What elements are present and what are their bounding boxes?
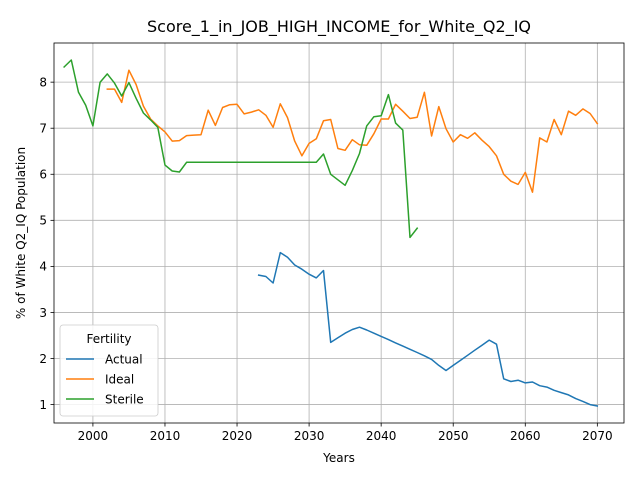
legend: Fertility Actual Ideal Sterile: [59, 324, 159, 417]
series-layer: [63, 59, 599, 407]
x-tick-label: 2050: [438, 429, 469, 443]
y-tick-label: 5: [39, 214, 47, 228]
legend-items: Actual Ideal Sterile: [66, 352, 144, 406]
y-tick-label: 3: [39, 306, 47, 320]
x-tick-label: 2070: [582, 429, 613, 443]
series-line-sterile: [63, 59, 419, 239]
y-tick-label: 7: [39, 122, 47, 136]
x-tick-label: 2060: [510, 429, 541, 443]
chart-title: Score_1_in_JOB_HIGH_INCOME_for_White_Q2_…: [147, 17, 531, 37]
y-axis-ticks: 1 2 3 4 5 6 7 8: [39, 75, 54, 412]
x-axis-label: Years: [322, 451, 355, 465]
y-tick-label: 8: [39, 75, 47, 89]
y-tick-label: 4: [39, 260, 47, 274]
y-tick-label: 6: [39, 168, 47, 182]
y-axis-label: % of White Q2_IQ Population: [14, 147, 28, 319]
series-line-ideal: [106, 69, 599, 193]
legend-label-actual: Actual: [105, 352, 143, 366]
y-tick-label: 1: [39, 398, 47, 412]
x-tick-label: 2000: [78, 429, 109, 443]
x-axis-ticks: 2000 2010 2020 2030 2040 2050 2060 2070: [78, 423, 613, 443]
y-tick-label: 2: [39, 352, 47, 366]
legend-label-ideal: Ideal: [105, 372, 134, 386]
x-tick-label: 2040: [366, 429, 397, 443]
x-tick-label: 2010: [150, 429, 181, 443]
plot-area-frame: [53, 42, 625, 424]
legend-label-sterile: Sterile: [105, 392, 144, 406]
legend-title: Fertility: [86, 332, 131, 346]
x-tick-label: 2030: [294, 429, 325, 443]
x-tick-label: 2020: [222, 429, 253, 443]
series-line-actual: [257, 251, 599, 407]
legend-box: [59, 324, 159, 417]
